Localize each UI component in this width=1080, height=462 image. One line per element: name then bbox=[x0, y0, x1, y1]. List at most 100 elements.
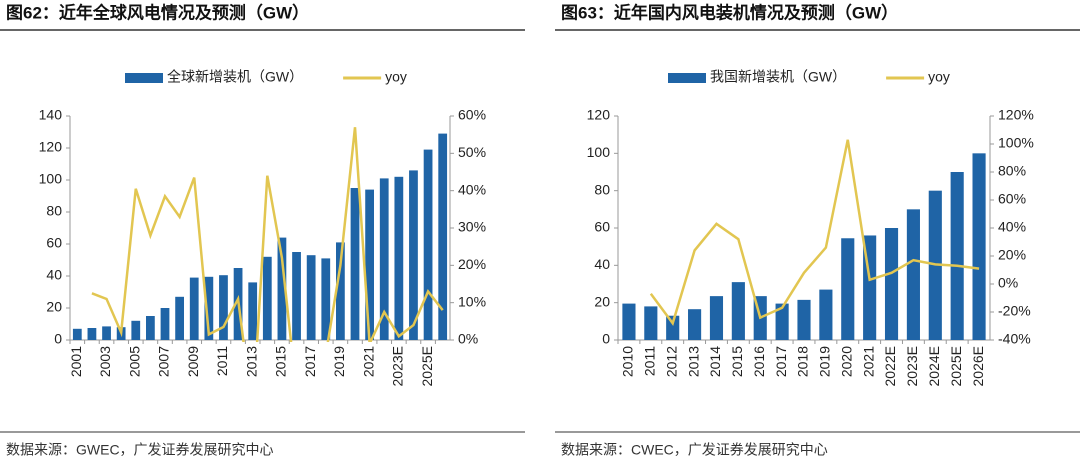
bar bbox=[622, 303, 636, 340]
x-tick-label: 2021 bbox=[360, 346, 376, 377]
x-tick-label: 2015 bbox=[729, 346, 745, 377]
y-tick-label: 140 bbox=[39, 107, 63, 123]
x-tick-label: 2019 bbox=[331, 346, 347, 377]
x-tick-label: 2016 bbox=[751, 346, 767, 377]
y2-tick-label: 100% bbox=[998, 135, 1034, 151]
y2-tick-label: 80% bbox=[998, 163, 1026, 179]
x-tick-label: 2022E bbox=[882, 346, 898, 386]
bar bbox=[972, 153, 986, 340]
x-tick-label: 2025E bbox=[948, 346, 964, 386]
legend-swatch bbox=[668, 73, 706, 83]
x-tick-label: 2015 bbox=[273, 346, 289, 377]
chart-panel: 图62：近年全球风电情况及预测（GW） 数据来源：GWEC，广发证券发展研究中心 0… bbox=[0, 2, 525, 458]
bar bbox=[72, 328, 82, 340]
x-tick-label: 2014 bbox=[707, 346, 723, 377]
y-tick-label: 120 bbox=[39, 139, 63, 155]
bar bbox=[709, 296, 724, 340]
x-tick-label: 2010 bbox=[620, 346, 636, 377]
x-tick-label: 2018 bbox=[795, 346, 811, 377]
x-tick-label: 2020 bbox=[838, 346, 854, 377]
legend-label: yoy bbox=[385, 69, 407, 85]
y-tick-label: 0 bbox=[602, 331, 610, 347]
bar bbox=[906, 209, 920, 340]
source-note: 数据来源：CWEC，广发证券发展研究中心 bbox=[561, 442, 828, 458]
y2-tick-label: 120% bbox=[998, 107, 1034, 123]
bar bbox=[409, 170, 418, 340]
bar bbox=[175, 296, 184, 340]
y2-tick-label: 60% bbox=[458, 107, 486, 123]
x-tick-label: 2011 bbox=[214, 346, 230, 376]
x-tick-label: 2013 bbox=[685, 346, 701, 377]
bar bbox=[160, 308, 170, 340]
x-tick-label: 2013 bbox=[243, 346, 259, 377]
x-tick-label: 2007 bbox=[156, 346, 172, 377]
bar bbox=[950, 172, 964, 340]
y2-tick-label: -40% bbox=[998, 331, 1031, 347]
legend-label: 全球新增装机（GW） bbox=[167, 69, 303, 85]
x-tick-label: 2023E bbox=[390, 346, 406, 386]
y2-tick-label: -20% bbox=[998, 303, 1031, 319]
y2-tick-label: 30% bbox=[458, 219, 486, 235]
y-tick-label: 100 bbox=[39, 171, 63, 187]
y-tick-label: 60 bbox=[46, 235, 62, 251]
y2-tick-label: 40% bbox=[998, 219, 1026, 235]
bar bbox=[336, 242, 345, 340]
x-tick-label: 2024E bbox=[926, 346, 942, 386]
chart-title: 图63：近年国内风电装机情况及预测（GW） bbox=[561, 2, 898, 22]
y-tick-label: 40 bbox=[594, 256, 610, 272]
bar bbox=[731, 282, 745, 340]
y-tick-label: 20 bbox=[46, 299, 62, 315]
bar bbox=[379, 178, 389, 340]
bar bbox=[306, 255, 316, 340]
bar bbox=[262, 256, 272, 340]
chart-panel: 图63：近年国内风电装机情况及预测（GW） 数据来源：CWEC，广发证券发展研究中… bbox=[555, 2, 1080, 458]
bar bbox=[219, 275, 228, 340]
x-tick-label: 2023E bbox=[904, 346, 920, 386]
y2-tick-label: 50% bbox=[458, 144, 486, 160]
bar bbox=[775, 303, 789, 340]
bar bbox=[321, 258, 331, 340]
bar bbox=[87, 328, 97, 340]
y-tick-label: 20 bbox=[594, 293, 610, 309]
y-tick-label: 80 bbox=[46, 203, 62, 219]
y-tick-label: 80 bbox=[594, 181, 610, 197]
y2-tick-label: 20% bbox=[998, 247, 1026, 263]
y2-tick-label: 0% bbox=[998, 275, 1018, 291]
x-tick-label: 2017 bbox=[773, 346, 789, 377]
bar bbox=[394, 176, 404, 340]
x-tick-label: 2021 bbox=[860, 346, 876, 377]
x-tick-label: 2017 bbox=[302, 346, 318, 377]
bar bbox=[438, 133, 448, 340]
source-note: 数据来源：GWEC，广发证券发展研究中心 bbox=[6, 442, 274, 458]
x-tick-label: 2005 bbox=[126, 346, 142, 377]
chart-title: 图62：近年全球风电情况及预测（GW） bbox=[6, 2, 309, 22]
y2-tick-label: 0% bbox=[458, 331, 478, 347]
x-tick-label: 2026E bbox=[970, 346, 986, 386]
x-tick-label: 2025E bbox=[419, 346, 435, 386]
y-tick-label: 0 bbox=[54, 331, 62, 347]
legend-swatch bbox=[125, 73, 163, 83]
y2-tick-label: 10% bbox=[458, 293, 486, 309]
legend-label: yoy bbox=[928, 69, 950, 85]
x-tick-label: 2011 bbox=[642, 346, 658, 376]
bar bbox=[423, 149, 433, 340]
bar bbox=[884, 228, 899, 340]
bar bbox=[365, 189, 374, 340]
y2-tick-label: 60% bbox=[998, 191, 1026, 207]
bar bbox=[189, 277, 199, 340]
bar bbox=[644, 306, 658, 340]
bar bbox=[819, 289, 833, 340]
x-tick-label: 2003 bbox=[97, 346, 113, 377]
bar bbox=[102, 326, 111, 340]
y-tick-label: 100 bbox=[587, 144, 611, 160]
line-series bbox=[649, 139, 980, 326]
bar bbox=[666, 315, 680, 340]
y2-tick-label: 40% bbox=[458, 181, 486, 197]
bar bbox=[688, 309, 702, 340]
y2-tick-label: 20% bbox=[458, 256, 486, 272]
x-tick-label: 2001 bbox=[68, 346, 84, 377]
bar bbox=[204, 276, 214, 340]
y-tick-label: 60 bbox=[594, 219, 610, 235]
bar bbox=[350, 188, 360, 340]
